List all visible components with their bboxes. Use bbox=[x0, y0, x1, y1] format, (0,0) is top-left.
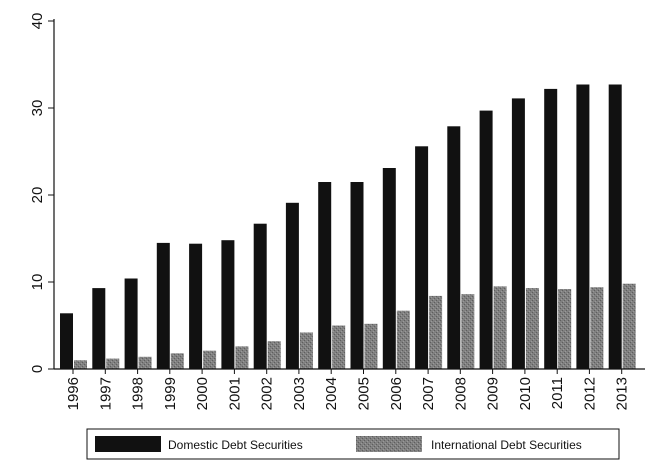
x-tick-label-2005: 2005 bbox=[356, 377, 373, 410]
x-tick-label-2011: 2011 bbox=[549, 377, 566, 409]
x-tick-label-2012: 2012 bbox=[581, 377, 598, 410]
bar-international-2009 bbox=[493, 286, 507, 369]
x-tick-label-1998: 1998 bbox=[130, 377, 147, 410]
x-tick-label-2001: 2001 bbox=[226, 377, 243, 410]
x-tick-label-2013: 2013 bbox=[614, 377, 631, 410]
y-tick-label-30: 30 bbox=[29, 100, 46, 117]
bar-domestic-2002 bbox=[253, 223, 267, 369]
y-tick-label-40: 40 bbox=[29, 13, 46, 30]
bar-international-2004 bbox=[332, 325, 346, 369]
x-tick-label-2009: 2009 bbox=[485, 377, 502, 410]
bar-international-2011 bbox=[558, 289, 572, 369]
legend-box bbox=[86, 428, 620, 460]
bar-domestic-1997 bbox=[92, 288, 106, 369]
legend: Domestic Debt Securities International De… bbox=[86, 428, 620, 460]
bar-international-1996 bbox=[74, 360, 87, 369]
bar-domestic-2008 bbox=[447, 126, 461, 369]
y-tick-label-0: 0 bbox=[29, 365, 46, 373]
x-tick-label-1999: 1999 bbox=[162, 377, 179, 410]
bar-domestic-1999 bbox=[156, 242, 170, 369]
x-tick-label-2004: 2004 bbox=[323, 377, 340, 410]
x-tick-label-1996: 1996 bbox=[65, 377, 82, 410]
bar-domestic-2000 bbox=[189, 243, 203, 369]
x-tick-label-2003: 2003 bbox=[291, 377, 308, 410]
bar-domestic-2009 bbox=[479, 110, 493, 369]
bar-international-2003 bbox=[299, 332, 313, 369]
bar-international-2001 bbox=[235, 346, 249, 369]
bar-international-2000 bbox=[203, 350, 217, 369]
bars-layer bbox=[60, 84, 636, 370]
x-tick-label-2006: 2006 bbox=[388, 377, 405, 410]
x-tick-label-2002: 2002 bbox=[259, 377, 276, 410]
bar-domestic-2006 bbox=[382, 168, 396, 369]
legend-swatch-international bbox=[356, 436, 422, 452]
x-tick-label-2008: 2008 bbox=[452, 377, 469, 410]
bar-domestic-1996 bbox=[60, 313, 73, 369]
bar-domestic-2013 bbox=[608, 84, 622, 369]
y-tick-label-20: 20 bbox=[29, 187, 46, 204]
bar-international-2002 bbox=[267, 341, 281, 369]
bar-international-1999 bbox=[170, 353, 184, 369]
bar-international-2012 bbox=[590, 287, 604, 369]
bar-domestic-2005 bbox=[350, 182, 364, 369]
bar-international-1998 bbox=[138, 356, 152, 369]
bar-domestic-2001 bbox=[221, 240, 235, 369]
legend-swatch-domestic bbox=[95, 436, 161, 452]
y-tick-label-10: 10 bbox=[29, 274, 46, 291]
x-tick-label-2000: 2000 bbox=[194, 377, 211, 410]
bar-domestic-2012 bbox=[576, 84, 590, 369]
bar-domestic-2004 bbox=[318, 182, 332, 369]
bar-international-2008 bbox=[461, 294, 475, 369]
x-tick-label-2010: 2010 bbox=[517, 377, 534, 410]
x-tick-label-1997: 1997 bbox=[97, 377, 114, 410]
y-tick-labels: 0 10 20 30 40 bbox=[29, 13, 46, 374]
x-tick-label-2007: 2007 bbox=[420, 377, 437, 410]
axes-layer bbox=[48, 19, 645, 374]
x-tick-labels: 1996 1997 1998 1999 2000 2001 2002 2003 2004 2005… bbox=[65, 377, 631, 410]
bar-international-2013 bbox=[622, 283, 636, 369]
bar-international-2006 bbox=[396, 310, 410, 369]
bar-domestic-2010 bbox=[511, 98, 525, 370]
legend-label-domestic: Domestic Debt Securities bbox=[168, 438, 303, 452]
bar-domestic-2011 bbox=[544, 88, 558, 370]
bar-international-2007 bbox=[429, 295, 443, 369]
bar-international-2010 bbox=[525, 288, 539, 369]
bar-domestic-2007 bbox=[415, 146, 429, 369]
bar-domestic-1998 bbox=[124, 278, 138, 369]
bar-international-1997 bbox=[106, 358, 120, 369]
legend-label-international: International Debt Securities bbox=[431, 438, 582, 452]
bar-international-2005 bbox=[364, 323, 378, 369]
bar-domestic-2003 bbox=[285, 202, 299, 369]
